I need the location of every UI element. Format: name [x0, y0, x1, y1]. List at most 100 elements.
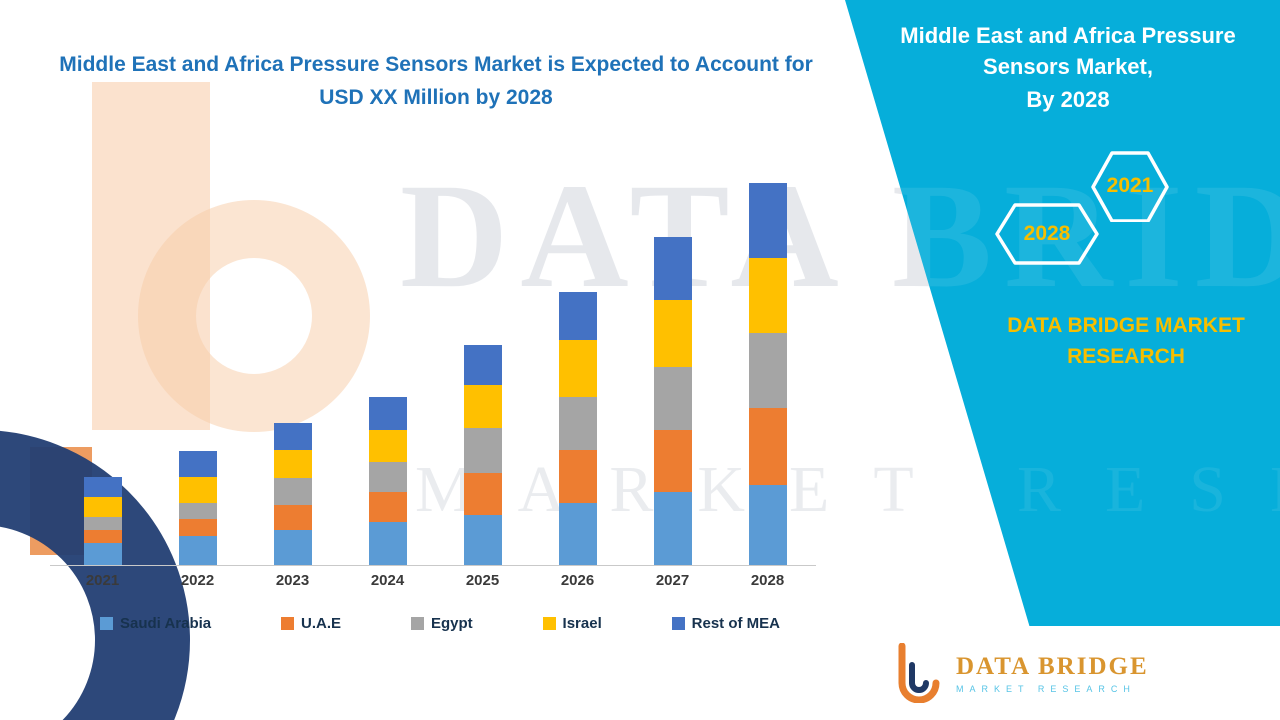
- bar-segment-saudi-arabia: [273, 530, 312, 565]
- bar-stack: [748, 183, 787, 565]
- bar-column-2022: [150, 451, 245, 565]
- legend-label: Saudi Arabia: [120, 615, 212, 632]
- footer-brand-tagline: MARKET RESEARCH: [956, 683, 1136, 694]
- bar-segment-saudi-arabia: [463, 515, 502, 565]
- hexagon-badge-2028: 2028: [995, 203, 1099, 265]
- bar-column-2021: [55, 477, 150, 565]
- legend-swatch-icon: [410, 617, 424, 630]
- legend-label: U.A.E: [301, 615, 342, 632]
- bar-stack: [178, 451, 217, 565]
- bar-segment-saudi-arabia: [653, 492, 692, 565]
- bar-column-2028: [720, 183, 815, 565]
- bar-segment-rest-of-mea: [368, 397, 407, 430]
- panel-brand-text: DATA BRIDGE MARKET RESEARCH: [1007, 314, 1245, 368]
- chart-title: Middle East and Africa Pressure Sensors …: [30, 48, 842, 114]
- bar-segment-rest-of-mea: [83, 477, 122, 497]
- x-axis-label-2021: 2021: [85, 572, 120, 589]
- bar-segment-israel: [558, 340, 597, 397]
- bar-stack: [653, 237, 692, 565]
- bar-segment-israel: [178, 477, 217, 503]
- bar-column-2027: [625, 237, 720, 565]
- legend-item-egypt: Egypt: [410, 615, 473, 632]
- bar-segment-rest-of-mea: [178, 451, 217, 477]
- legend-item-saudi-arabia: Saudi Arabia: [100, 615, 211, 632]
- bar-segment-u-a-e: [558, 450, 597, 503]
- bar-segment-u-a-e: [653, 430, 692, 492]
- legend-label: Rest of MEA: [691, 615, 780, 632]
- bar-segment-u-a-e: [178, 519, 217, 536]
- x-axis-label-2027: 2027: [655, 572, 690, 589]
- bar-segment-egypt: [748, 333, 787, 408]
- legend-swatch-icon: [281, 617, 295, 630]
- bar-segment-egypt: [178, 503, 217, 519]
- bar-segment-egypt: [368, 462, 407, 492]
- bar-stack: [83, 477, 122, 565]
- panel-title-text: Middle East and Africa Pressure Sensors …: [900, 23, 1236, 79]
- bar-segment-u-a-e: [368, 492, 407, 522]
- bar-segment-u-a-e: [273, 505, 312, 530]
- x-axis-line: [50, 565, 816, 566]
- bar-segment-saudi-arabia: [748, 485, 787, 565]
- bar-segment-israel: [368, 430, 407, 462]
- bar-segment-rest-of-mea: [558, 292, 597, 340]
- legend-swatch-icon: [542, 617, 556, 630]
- bar-segment-rest-of-mea: [748, 183, 787, 258]
- x-axis-label-2026: 2026: [560, 572, 595, 589]
- legend-item-u-a-e: U.A.E: [281, 615, 341, 632]
- bar-segment-israel: [83, 497, 122, 517]
- footer-logo-text: DATA BRIDGE MARKET RESEARCH: [956, 653, 1149, 694]
- panel-title: Middle East and Africa Pressure Sensors …: [893, 20, 1243, 115]
- bar-segment-egypt: [463, 428, 502, 473]
- legend-item-rest-of-mea: Rest of MEA: [671, 615, 780, 632]
- x-axis-labels: 2021 2022 2023 2024 2025 2026 2027 2028: [55, 572, 815, 589]
- legend-label: Egypt: [430, 615, 473, 632]
- x-axis-label-2025: 2025: [465, 572, 500, 589]
- hexagon-badge-2021-label: 2021: [1106, 174, 1154, 197]
- bar-segment-saudi-arabia: [368, 522, 407, 565]
- bar-segment-egypt: [558, 397, 597, 450]
- x-axis-label-2023: 2023: [275, 572, 310, 589]
- bar-column-2023: [245, 423, 340, 565]
- x-axis-label-2028: 2028: [750, 572, 785, 589]
- hexagon-badge-2028-label: 2028: [1023, 222, 1071, 245]
- x-axis-label-2024: 2024: [370, 572, 405, 589]
- data-bridge-logo-icon: [898, 643, 940, 703]
- legend-swatch-icon: [100, 617, 113, 630]
- bar-segment-israel: [748, 258, 787, 333]
- bar-segment-egypt: [653, 367, 692, 430]
- bar-segment-rest-of-mea: [653, 237, 692, 300]
- bar-segment-u-a-e: [463, 473, 502, 515]
- legend-label: Israel: [562, 615, 602, 632]
- bar-segment-saudi-arabia: [558, 503, 597, 565]
- bar-segment-saudi-arabia: [83, 543, 122, 565]
- x-axis-label-2022: 2022: [180, 572, 215, 589]
- legend-item-israel: Israel: [542, 615, 602, 632]
- bar-stack: [368, 397, 407, 565]
- bar-segment-u-a-e: [83, 530, 122, 543]
- hexagon-badge-2021: 2021: [1090, 150, 1170, 222]
- bar-column-2024: [340, 397, 435, 565]
- hexagon-outline-icon: [1091, 151, 1169, 222]
- footer-logo-block: DATA BRIDGE MARKET RESEARCH: [852, 626, 1280, 720]
- bar-column-2026: [530, 292, 625, 565]
- chart-title-line2: USD XX Million by 2028: [319, 86, 553, 109]
- bar-segment-egypt: [273, 478, 312, 505]
- bar-stack: [558, 292, 597, 565]
- bar-segment-egypt: [83, 517, 122, 530]
- bar-stack: [463, 345, 502, 565]
- bar-segment-israel: [463, 385, 502, 428]
- hexagon-outline-icon: [995, 203, 1099, 265]
- bar-stack: [273, 423, 312, 565]
- bar-segment-israel: [273, 450, 312, 478]
- bar-segment-saudi-arabia: [178, 536, 217, 565]
- panel-subtitle-text: By 2028: [1026, 87, 1110, 112]
- bar-column-2025: [435, 345, 530, 565]
- bar-segment-u-a-e: [748, 408, 787, 485]
- chart-legend: Saudi Arabia U.A.E Egypt Israel Rest of MEA: [100, 615, 780, 632]
- plot-area: [55, 148, 815, 565]
- footer-brand-name: DATA BRIDGE: [956, 652, 1149, 680]
- bar-segment-israel: [653, 300, 692, 367]
- legend-swatch-icon: [671, 617, 685, 630]
- bar-segment-rest-of-mea: [463, 345, 502, 385]
